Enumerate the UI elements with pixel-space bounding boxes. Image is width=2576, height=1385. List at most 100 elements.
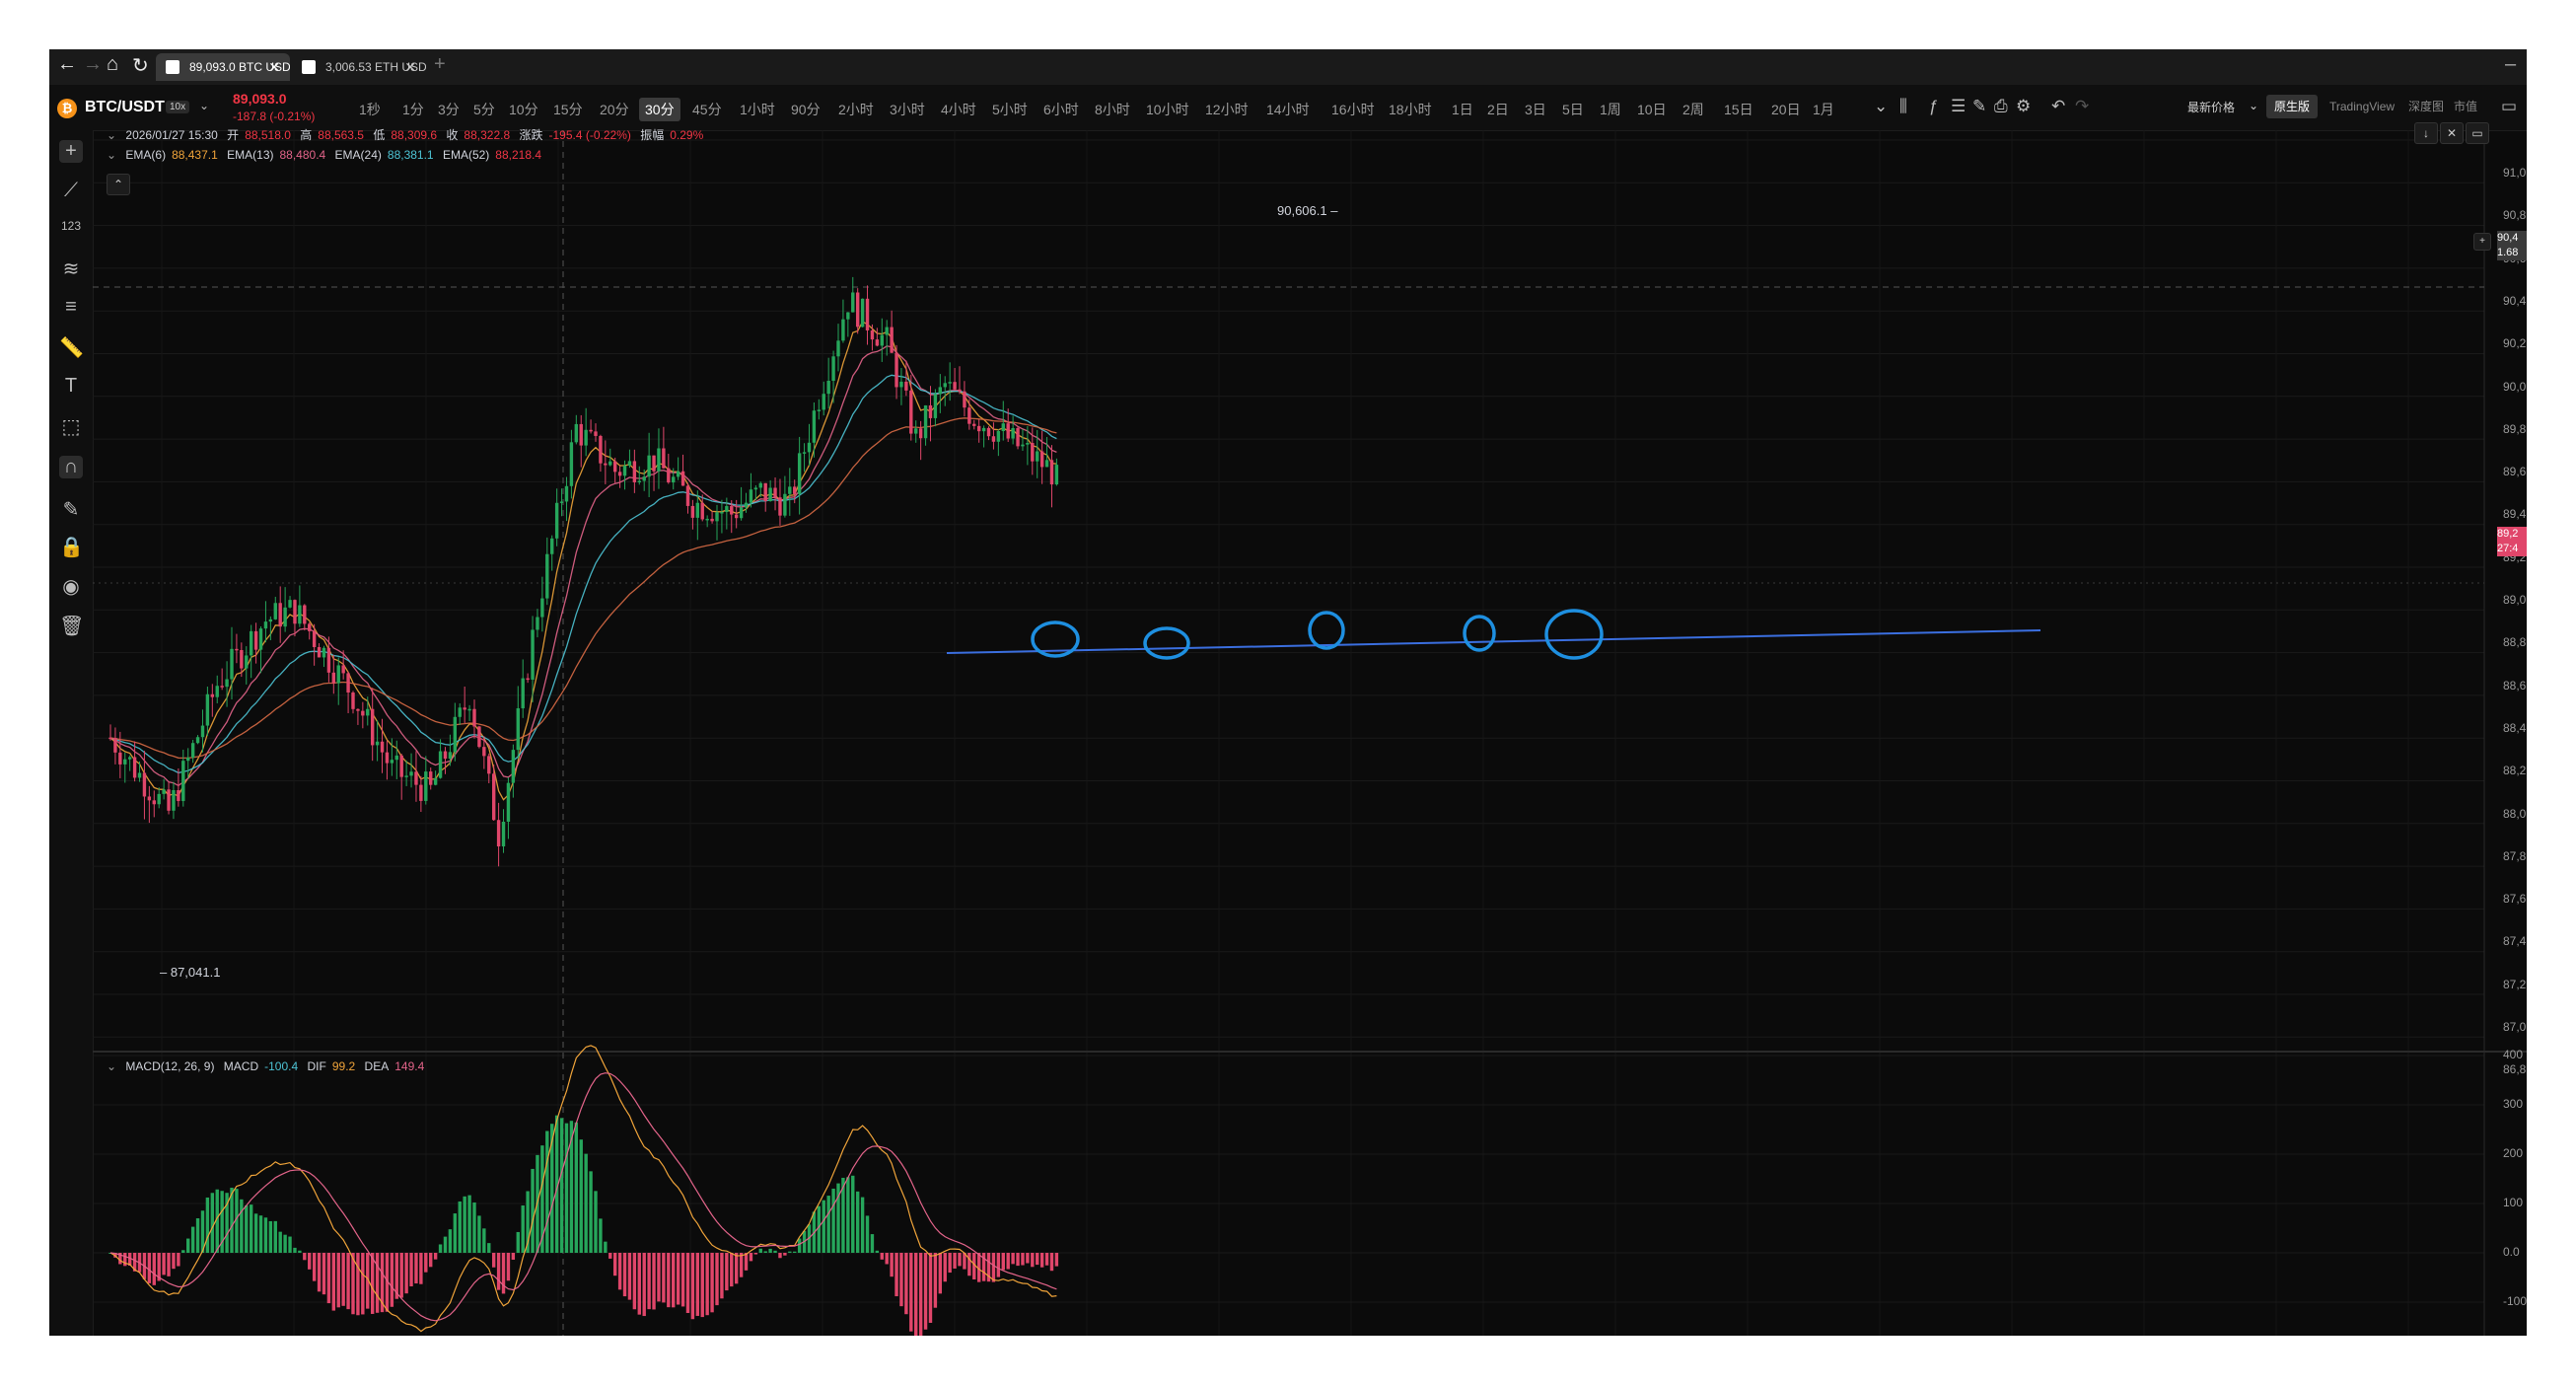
text-icon[interactable]: T [64, 375, 78, 397]
collapse-legend-button[interactable]: ⌃ [107, 174, 130, 195]
pane-down-button[interactable]: ↓ [2414, 122, 2438, 144]
interval-6[interactable]: 20分 [600, 102, 629, 117]
magnet-icon[interactable]: ∩ [59, 456, 83, 478]
candle-body [433, 777, 438, 785]
ruler-icon[interactable]: 📏 [59, 337, 84, 359]
new-tab-icon[interactable]: + [434, 53, 446, 75]
candle-body [589, 429, 593, 432]
minimize-icon[interactable]: – [2505, 53, 2517, 75]
interval-28[interactable]: 2周 [1682, 102, 1704, 117]
pair-selector[interactable]: BTC/USDT [85, 99, 165, 115]
interval-7[interactable]: 30分 [639, 98, 680, 121]
interval-3[interactable]: 5分 [473, 102, 495, 117]
interval-8[interactable]: 45分 [692, 102, 722, 117]
view-tradingview[interactable]: TradingView [2329, 100, 2396, 113]
interval-18[interactable]: 12小时 [1205, 102, 1249, 117]
interval-15[interactable]: 6小时 [1043, 102, 1079, 117]
price-axis-label: 86,8 [2503, 1062, 2527, 1077]
candle-body [477, 726, 481, 748]
interval-22[interactable]: 1日 [1452, 102, 1473, 117]
interval-20[interactable]: 16小时 [1331, 102, 1375, 117]
crosshair-icon[interactable]: + [59, 140, 83, 163]
interval-26[interactable]: 1周 [1600, 102, 1621, 117]
tab-btc[interactable]: 89,093.0 BTC USDT 现货交易 | ... ✕ [156, 53, 290, 81]
lock-icon[interactable]: 🔒 [59, 537, 84, 558]
candle-body [288, 600, 292, 608]
brush-icon[interactable]: ✎ [62, 499, 80, 521]
close-icon[interactable]: ✕ [268, 59, 280, 75]
fib-icon[interactable]: 123 [60, 219, 82, 233]
interval-0[interactable]: 1秒 [359, 102, 381, 117]
draw-icon[interactable]: ✎ [1972, 97, 1987, 115]
channel-icon[interactable]: ≡ [65, 296, 77, 318]
tab-eth[interactable]: 3,006.53 ETH USDT 现货交易 | ... ✕ [292, 53, 426, 81]
redo-icon[interactable]: ↷ [2075, 97, 2090, 115]
close-icon[interactable]: ✕ [404, 59, 416, 75]
candle-body [322, 647, 326, 658]
reload-icon[interactable]: ↻ [132, 55, 149, 77]
interval-24[interactable]: 3日 [1525, 102, 1546, 117]
interval-25[interactable]: 5日 [1562, 102, 1584, 117]
pane-maximize-button[interactable]: ▭ [2466, 122, 2489, 144]
interval-5[interactable]: 15分 [553, 102, 583, 117]
price-chart[interactable] [93, 130, 2527, 1336]
candle-type-icon[interactable]: ⫼ [1899, 97, 1907, 115]
fullscreen-icon[interactable]: ▭ [2501, 97, 2518, 115]
interval-10[interactable]: 90分 [791, 102, 821, 117]
interval-21[interactable]: 18小时 [1389, 102, 1432, 117]
interval-2[interactable]: 3分 [438, 102, 460, 117]
interval-12[interactable]: 3小时 [890, 102, 925, 117]
forward-icon[interactable]: → [83, 53, 103, 75]
interval-13[interactable]: 4小时 [941, 102, 976, 117]
macd-bar [763, 1251, 767, 1253]
macd-bar [1026, 1253, 1030, 1264]
interval-9[interactable]: 1小时 [740, 102, 775, 117]
price-type-select[interactable]: 最新价格 [2187, 101, 2236, 114]
view-marketcap[interactable]: 市值 [2454, 100, 2478, 113]
ema24-value: 88,381.1 [387, 148, 434, 162]
interval-27[interactable]: 10日 [1637, 102, 1667, 117]
interval-14[interactable]: 5小时 [992, 102, 1028, 117]
chevron-down-icon[interactable]: ⌄ [1874, 97, 1889, 115]
ohlc-close: 88,322.8 [464, 128, 511, 142]
template-icon[interactable]: ☰ [1951, 97, 1967, 115]
pattern-icon[interactable]: ≋ [62, 258, 80, 280]
snapshot-icon[interactable]: ⎙ [1994, 97, 2008, 115]
view-native[interactable]: 原生版 [2266, 95, 2319, 118]
macd-bar [215, 1189, 219, 1253]
pane-close-button[interactable]: ✕ [2440, 122, 2464, 144]
candle-body [637, 480, 641, 482]
trash-icon[interactable]: 🗑 [59, 616, 85, 637]
interval-19[interactable]: 14小时 [1266, 102, 1310, 117]
gear-icon[interactable]: ⚙ [2016, 97, 2032, 115]
eye-icon[interactable]: ◉ [62, 576, 80, 598]
add-alert-button[interactable]: + [2473, 233, 2491, 251]
macd-bar [472, 1202, 476, 1253]
shape-icon[interactable]: ⬚ [61, 416, 81, 438]
candle-body [914, 428, 918, 434]
interval-29[interactable]: 15日 [1724, 102, 1753, 117]
interval-30[interactable]: 20日 [1771, 102, 1801, 117]
candle-body [923, 404, 928, 439]
macd-bar [788, 1251, 792, 1253]
view-depth[interactable]: 深度图 [2408, 100, 2445, 113]
candle-body [865, 298, 870, 330]
back-icon[interactable]: ← [57, 53, 77, 75]
interval-16[interactable]: 8小时 [1095, 102, 1130, 117]
trendline-icon[interactable]: ⟋ [64, 180, 78, 201]
macd-bar [433, 1253, 438, 1260]
indicator-icon[interactable]: ƒ [1929, 97, 1939, 115]
candle-body [981, 427, 986, 432]
candle-body [317, 646, 322, 658]
interval-1[interactable]: 1分 [402, 102, 424, 117]
candle-body [123, 759, 127, 765]
chevron-down-icon[interactable]: ⌄ [199, 99, 210, 112]
undo-icon[interactable]: ↶ [2051, 97, 2066, 115]
interval-4[interactable]: 10分 [509, 102, 538, 117]
interval-17[interactable]: 10小时 [1146, 102, 1189, 117]
interval-23[interactable]: 2日 [1487, 102, 1509, 117]
home-icon[interactable]: ⌂ [107, 53, 119, 75]
interval-31[interactable]: 1月 [1813, 102, 1834, 117]
interval-11[interactable]: 2小时 [838, 102, 874, 117]
chevron-down-icon[interactable]: ⌄ [2249, 99, 2259, 112]
